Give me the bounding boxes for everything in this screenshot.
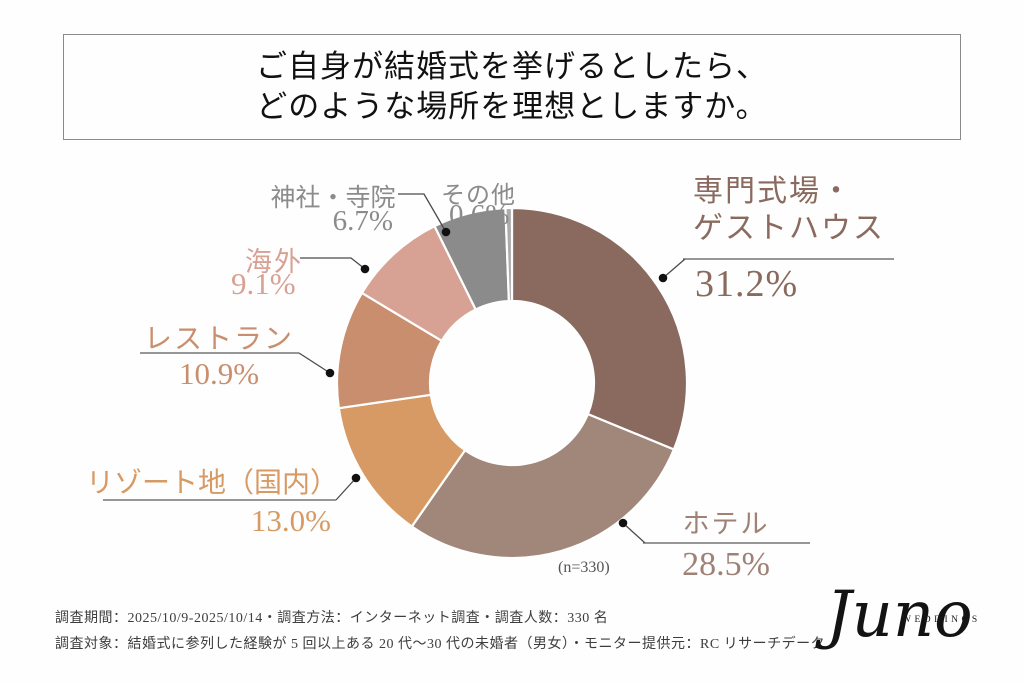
juno-weddings-logo: Juno WEDDINGS: [826, 578, 1016, 673]
label-other: その他: [441, 183, 516, 209]
logo-wordmark: Juno: [826, 578, 973, 652]
leader-line-2: [335, 477, 357, 501]
leader-line-0: [662, 258, 686, 279]
leader-line-5: [398, 193, 447, 233]
logo-subtitle: WEDDINGS: [902, 615, 981, 625]
label-shrine-temple: 神社・寺院: [270, 185, 396, 212]
value-overseas: 9.1%: [231, 266, 296, 301]
title-line-2: どのような場所を理想としますか。: [256, 89, 768, 124]
footer-line-2: 調査対象：結婚式に参列した経験が 5 回以上ある 20 代～30 代の未婚者（男…: [55, 637, 826, 652]
label-hotel: ホテル: [682, 509, 770, 539]
donut-segment-6: [504, 206, 514, 303]
leader-dot-3: [325, 368, 335, 378]
value-other: 0.6%: [449, 199, 510, 231]
value-resort: 13.0%: [250, 503, 331, 538]
value-hotel: 28.5%: [682, 546, 770, 583]
label-senmonshikijo: 専門式場・ ゲストハウス: [693, 173, 933, 247]
leader-dot-2: [351, 473, 361, 483]
leader-dot-0: [658, 273, 668, 283]
label-resort: リゾート地（国内）: [85, 468, 338, 499]
leader-dot-1: [618, 518, 628, 528]
label-senmonshikijo-line2: ゲストハウス: [693, 212, 885, 245]
footer-line-1: 調査期間：2025/10/9-2025/10/14・調査方法：インターネット調査…: [55, 611, 609, 626]
survey-methodology-footer: 調査期間：2025/10/9-2025/10/14・調査方法：インターネット調査…: [55, 606, 825, 658]
sample-size-note: (n=330): [558, 559, 610, 576]
title-box: ご自身が結婚式を挙げるとしたら、 どのような場所を理想としますか。: [63, 34, 961, 140]
value-senmonshikijo: 31.2%: [695, 263, 799, 305]
leader-line-1: [622, 522, 646, 544]
label-senmonshikijo-line1: 専門式場・: [693, 175, 853, 208]
label-restaurant: レストラン: [143, 324, 294, 355]
title-line-1: ご自身が結婚式を挙げるとしたら、: [256, 49, 768, 84]
leader-line-4: [300, 257, 366, 270]
label-overseas: 海外: [245, 247, 303, 277]
leader-dot-5: [441, 227, 451, 237]
donut-segment-0: [510, 206, 689, 451]
value-shrine-temple: 6.7%: [332, 205, 393, 237]
value-restaurant: 10.9%: [178, 356, 260, 391]
leader-dot-4: [360, 264, 370, 274]
donut-segment-1: [410, 413, 675, 560]
leader-line-3: [298, 352, 331, 374]
